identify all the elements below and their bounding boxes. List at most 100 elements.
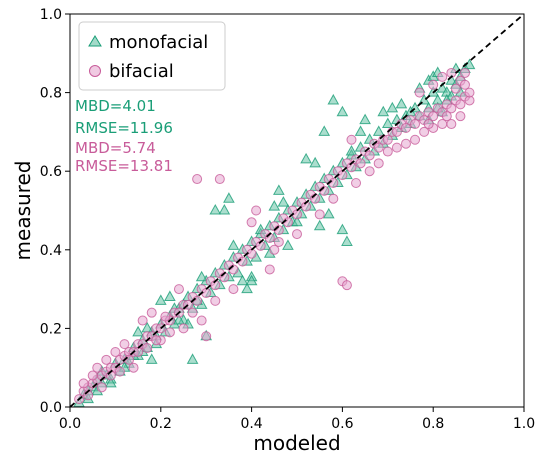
bifacial-point bbox=[364, 150, 375, 161]
monofacial-point bbox=[291, 215, 303, 227]
monofacial-point bbox=[268, 200, 281, 211]
bifacial-point bbox=[114, 366, 125, 377]
monofacial-point bbox=[282, 239, 294, 250]
bifacial-point bbox=[119, 339, 130, 350]
bifacial-point bbox=[441, 111, 452, 122]
monofacial-point bbox=[313, 219, 326, 231]
monofacial-point bbox=[372, 125, 385, 136]
monofacial-point bbox=[309, 156, 322, 168]
bifacial-point bbox=[251, 205, 262, 216]
monofacial-point bbox=[145, 353, 158, 364]
bifacial-point bbox=[128, 362, 139, 373]
bifacial-point bbox=[437, 119, 448, 130]
monofacial-point bbox=[395, 97, 408, 109]
bifacial-point bbox=[196, 315, 207, 326]
y-tick-label: 0.8 bbox=[40, 86, 62, 102]
monofacial-point bbox=[359, 113, 371, 125]
monofacial-point bbox=[318, 125, 331, 136]
bifacial-point bbox=[142, 343, 153, 354]
monofacial-point bbox=[105, 376, 117, 388]
bifacial-point bbox=[428, 111, 439, 122]
bifacial-point bbox=[92, 362, 103, 373]
bifacial-point bbox=[437, 71, 448, 82]
stat-rmse-monofacial: RMSE=11.96 bbox=[75, 119, 173, 137]
bifacial-point bbox=[455, 111, 466, 122]
stat-rmse-bifacial: RMSE=13.81 bbox=[75, 157, 173, 175]
bifacial-point bbox=[160, 311, 171, 322]
bifacial-point bbox=[419, 126, 430, 137]
bifacial-point bbox=[446, 103, 457, 114]
bifacial-point bbox=[201, 288, 212, 299]
bifacial-point bbox=[455, 99, 466, 110]
bifacial-point bbox=[210, 295, 221, 306]
monofacial-point bbox=[377, 105, 390, 117]
y-tick-label: 0.2 bbox=[40, 321, 62, 337]
bifacial-point bbox=[173, 284, 184, 295]
bifacial-point bbox=[346, 134, 357, 145]
legend-marker-bifacial bbox=[89, 65, 101, 77]
bifacial-point bbox=[246, 248, 257, 259]
monofacial-point bbox=[218, 203, 231, 215]
legend: monofacial bifacial bbox=[78, 21, 226, 91]
bifacial-point bbox=[450, 83, 461, 94]
monofacial-point bbox=[277, 196, 290, 207]
bifacial-point bbox=[228, 284, 239, 295]
stat-mbd-bifacial: MBD=5.74 bbox=[75, 139, 156, 157]
bifacial-point bbox=[292, 229, 302, 240]
bifacial-point bbox=[400, 138, 411, 149]
bifacial-point bbox=[423, 119, 434, 130]
y-axis-label: measured bbox=[11, 161, 35, 261]
bifacial-point bbox=[410, 134, 421, 145]
bifacial-point bbox=[178, 323, 189, 334]
monofacial-point bbox=[195, 270, 208, 282]
bifacial-point bbox=[151, 335, 162, 346]
bifacial-point bbox=[133, 346, 144, 357]
monofacial-point bbox=[173, 314, 185, 325]
monofacial-point bbox=[381, 117, 394, 129]
monofacial-point bbox=[223, 192, 235, 203]
bifacial-point bbox=[414, 87, 425, 98]
bifacial-point bbox=[164, 327, 175, 338]
monofacial-point bbox=[336, 105, 349, 117]
y-tick-label: 0.0 bbox=[40, 400, 62, 416]
monofacial-point bbox=[322, 207, 335, 219]
bifacial-point bbox=[410, 119, 421, 130]
bifacial-point bbox=[137, 315, 148, 326]
legend-label-monofacial: monofacial bbox=[109, 32, 208, 53]
monofacial-point bbox=[354, 125, 367, 136]
bifacial-point bbox=[382, 134, 393, 145]
monofacial-point bbox=[241, 282, 253, 294]
monofacial-point bbox=[154, 294, 167, 305]
bifacial-point bbox=[341, 280, 352, 291]
bifacial-point bbox=[459, 79, 470, 90]
y-tick-label: 1.0 bbox=[40, 7, 62, 23]
bifacial-point bbox=[192, 295, 203, 306]
bifacial-point bbox=[428, 79, 439, 90]
monofacial-point bbox=[327, 93, 340, 105]
tick-layer: 0.0 0.2 0.4 0.6 0.8 1.0 0.0 0.2 0.4 0.6 0.8 1.0 bbox=[40, 7, 535, 432]
bifacial-point bbox=[273, 236, 284, 247]
x-tick-label: 0.4 bbox=[240, 416, 262, 432]
bifacial-point bbox=[282, 217, 293, 228]
bifacial-point bbox=[87, 370, 98, 381]
bifacial-point bbox=[351, 177, 362, 188]
x-tick-label: 0.8 bbox=[422, 416, 444, 432]
x-tick-label: 0.0 bbox=[59, 416, 81, 432]
legend-box bbox=[78, 21, 226, 91]
bifacial-point bbox=[187, 307, 198, 318]
legend-marker-monofacial bbox=[88, 35, 102, 47]
bifacial-point bbox=[146, 307, 157, 318]
bifacial-point bbox=[214, 174, 225, 185]
x-axis-label: modeled bbox=[253, 431, 340, 455]
bifacial-point bbox=[337, 170, 348, 181]
bifacial-point bbox=[391, 142, 402, 153]
monofacial-point bbox=[186, 353, 199, 364]
monofacial-point bbox=[272, 184, 285, 195]
y-tick-label: 0.6 bbox=[40, 164, 62, 180]
bifacial-point bbox=[373, 158, 384, 169]
bifacial-point bbox=[264, 264, 275, 275]
x-tick-label: 1.0 bbox=[513, 416, 535, 432]
monofacial-point bbox=[345, 145, 358, 156]
bifacial-point bbox=[78, 378, 89, 389]
